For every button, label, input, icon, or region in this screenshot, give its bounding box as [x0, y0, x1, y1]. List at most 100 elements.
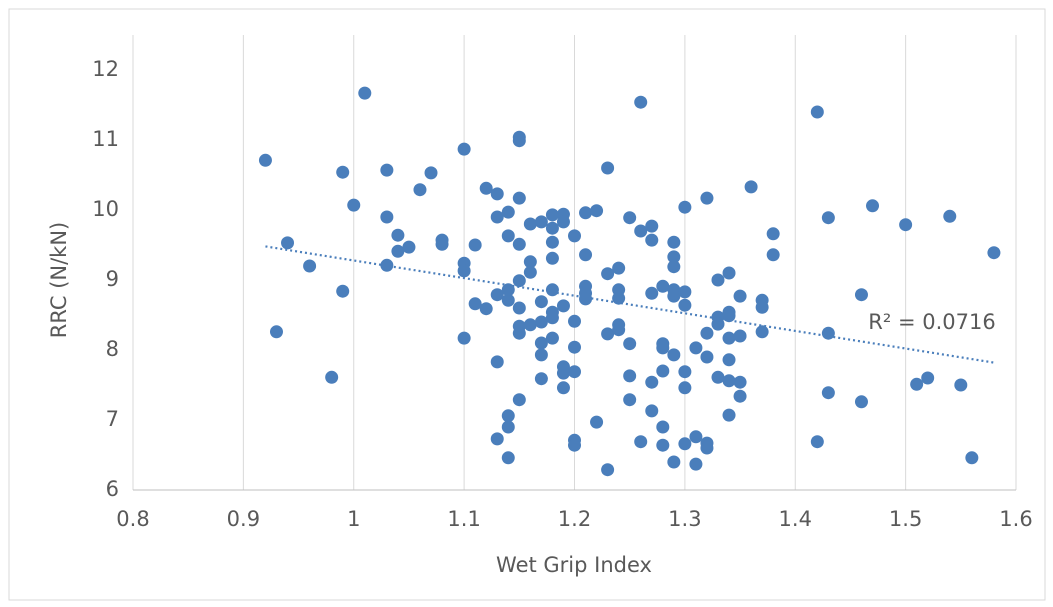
point [943, 209, 957, 223]
point [810, 435, 824, 449]
point [380, 163, 394, 177]
point [490, 187, 504, 201]
point [523, 318, 537, 332]
point [899, 218, 913, 232]
point [678, 298, 692, 312]
point [325, 370, 339, 384]
point [623, 369, 637, 383]
point [965, 451, 979, 465]
point [700, 441, 714, 455]
point [545, 251, 559, 265]
point [755, 300, 769, 314]
point [689, 341, 703, 355]
point [601, 463, 615, 477]
point [534, 336, 548, 350]
point [689, 457, 703, 471]
point [921, 371, 935, 385]
point [645, 219, 659, 233]
point [545, 208, 559, 222]
point [645, 375, 659, 389]
point [601, 161, 615, 175]
point [755, 325, 769, 339]
point [954, 378, 968, 392]
x-tick-label: 0.9 [227, 507, 260, 531]
point [512, 191, 526, 205]
point [424, 166, 438, 180]
point [556, 299, 570, 313]
annotation: R² = 0.0716 [868, 310, 995, 334]
point [656, 364, 670, 378]
point [733, 329, 747, 343]
point [667, 289, 681, 303]
x-tick-label: 1 [347, 507, 360, 531]
point [490, 355, 504, 369]
point [590, 204, 604, 218]
point [700, 326, 714, 340]
point [722, 374, 736, 388]
point [766, 227, 780, 241]
point [523, 265, 537, 279]
point [501, 451, 515, 465]
point [678, 285, 692, 299]
point [523, 255, 537, 269]
point [457, 331, 471, 345]
point [545, 283, 559, 297]
point [645, 404, 659, 418]
point [910, 377, 924, 391]
point [612, 291, 626, 305]
point [722, 266, 736, 280]
y-tick-label: 10 [92, 197, 119, 221]
point [623, 337, 637, 351]
point [336, 284, 350, 298]
point [380, 258, 394, 272]
point [523, 217, 537, 231]
point [733, 375, 747, 389]
point [634, 435, 648, 449]
y-tick-label: 8 [106, 337, 119, 361]
point [534, 372, 548, 386]
point [866, 199, 880, 213]
point [512, 326, 526, 340]
point [645, 233, 659, 247]
chart-frame [8, 8, 1046, 601]
point [545, 311, 559, 325]
x-tick-label: 1.5 [889, 507, 922, 531]
point [269, 325, 283, 339]
point [336, 165, 350, 179]
point [501, 420, 515, 434]
point [501, 283, 515, 297]
y-tick-label: 9 [106, 267, 119, 291]
point [700, 191, 714, 205]
point [854, 395, 868, 409]
point [645, 286, 659, 300]
point [656, 279, 670, 293]
point [744, 180, 758, 194]
x-tick-label: 0.8 [116, 507, 149, 531]
point [579, 248, 593, 262]
point [512, 393, 526, 407]
y-tick-label: 6 [106, 477, 119, 501]
point [512, 237, 526, 251]
point [667, 348, 681, 362]
point [501, 229, 515, 243]
point [545, 221, 559, 235]
point [512, 274, 526, 288]
point [534, 315, 548, 329]
point [512, 134, 526, 148]
point [534, 348, 548, 362]
point [678, 200, 692, 214]
point [722, 331, 736, 345]
point [501, 293, 515, 307]
point [468, 297, 482, 311]
point [435, 237, 449, 251]
point [722, 353, 736, 367]
point [656, 420, 670, 434]
point [612, 323, 626, 337]
point [579, 206, 593, 220]
point [689, 430, 703, 444]
point [303, 259, 317, 273]
point [678, 437, 692, 451]
point [568, 340, 581, 354]
point [534, 215, 548, 229]
